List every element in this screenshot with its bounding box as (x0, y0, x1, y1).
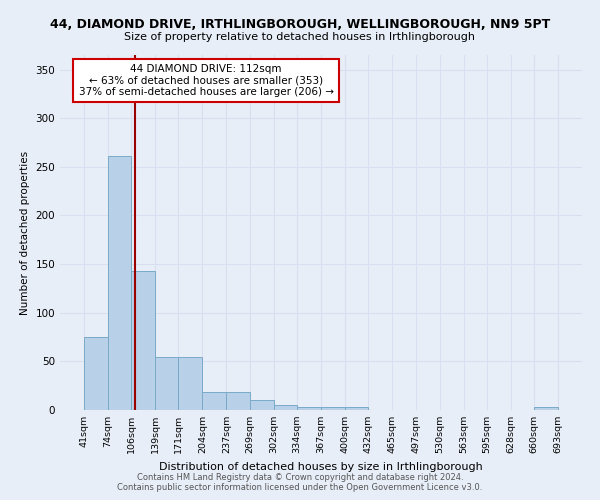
Text: Contains HM Land Registry data © Crown copyright and database right 2024.
Contai: Contains HM Land Registry data © Crown c… (118, 473, 482, 492)
Bar (84, 337, 108, 410)
X-axis label: Distribution of detached houses by size in Irthlingborough: Distribution of detached houses by size … (159, 462, 483, 471)
Bar (131, 271, 155, 410)
Bar (108, 156, 131, 410)
Bar (274, 405, 297, 410)
Bar (534, 407, 558, 410)
Bar (345, 407, 368, 410)
Bar (321, 407, 345, 410)
Bar (155, 358, 178, 410)
Bar (178, 358, 202, 410)
Bar (297, 407, 321, 410)
Bar (226, 392, 250, 410)
Bar (250, 400, 274, 410)
Y-axis label: Number of detached properties: Number of detached properties (20, 150, 30, 314)
Text: Size of property relative to detached houses in Irthlingborough: Size of property relative to detached ho… (125, 32, 476, 42)
Bar (202, 392, 226, 410)
Text: 44, DIAMOND DRIVE, IRTHLINGBOROUGH, WELLINGBOROUGH, NN9 5PT: 44, DIAMOND DRIVE, IRTHLINGBOROUGH, WELL… (50, 18, 550, 30)
Text: 44 DIAMOND DRIVE: 112sqm
← 63% of detached houses are smaller (353)
37% of semi-: 44 DIAMOND DRIVE: 112sqm ← 63% of detach… (79, 64, 334, 97)
